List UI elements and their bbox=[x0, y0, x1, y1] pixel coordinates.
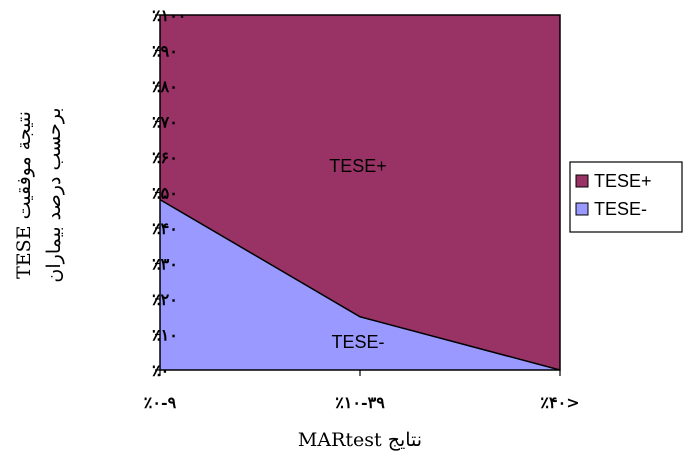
y-tick-label: ٪۶۰ bbox=[152, 148, 178, 167]
x-axis-title: نتایج MARtest bbox=[298, 429, 422, 451]
y-tick-label: ٪۵۰ bbox=[152, 184, 178, 203]
legend-label-tese-minus: TESE- bbox=[594, 199, 647, 219]
y-tick-label: ٪۴۰ bbox=[152, 219, 178, 238]
x-tick-label: ٪۱۰-۳۹ bbox=[335, 393, 385, 412]
legend: TESE+ TESE- bbox=[569, 161, 683, 233]
series-area-tese-minus bbox=[160, 199, 560, 370]
x-tick-label: <٪۴۰ bbox=[540, 393, 579, 412]
y-tick-label: ٪۸۰ bbox=[152, 77, 178, 96]
y-axis-title-line1: نتیجة موفقیت TESE bbox=[13, 111, 35, 279]
labels: TESE+ TESE- نتایج MARtest نتیجة موفقیت T… bbox=[13, 107, 422, 451]
y-tick-label: ٪۷۰ bbox=[152, 113, 178, 132]
y-tick-label: ٪۱۰۰ bbox=[152, 6, 186, 25]
x-tick-label: ٪۰-۹ bbox=[144, 393, 177, 412]
y-tick-label: ٪۱۰ bbox=[152, 326, 178, 345]
legend-label-tese-minusplus: TESE+ bbox=[594, 171, 652, 191]
legend-swatch-tese-minus bbox=[575, 202, 589, 216]
y-tick-label: ٪۲۰ bbox=[152, 290, 178, 309]
area-label-tese-plus: TESE+ bbox=[329, 156, 387, 176]
axes: ٪۰٪۱۰٪۲۰٪۳۰٪۴۰٪۵۰٪۶۰٪۷۰٪۸۰٪۹۰٪۱۰۰٪۰-۹٪۱۰… bbox=[144, 6, 580, 412]
y-tick-label: ٪۹۰ bbox=[152, 42, 178, 61]
series-area-tese-minusplus bbox=[160, 15, 560, 370]
plot-area bbox=[159, 14, 561, 371]
series-boundary-line bbox=[159, 198, 561, 371]
y-axis-title-line2: برحسب درصد بیماران bbox=[43, 107, 65, 282]
y-tick-label: ٪۳۰ bbox=[152, 255, 178, 274]
legend-swatch-tese-minusplus bbox=[575, 174, 589, 188]
area-label-tese-minus: TESE- bbox=[331, 332, 384, 352]
legend-box bbox=[569, 161, 683, 233]
